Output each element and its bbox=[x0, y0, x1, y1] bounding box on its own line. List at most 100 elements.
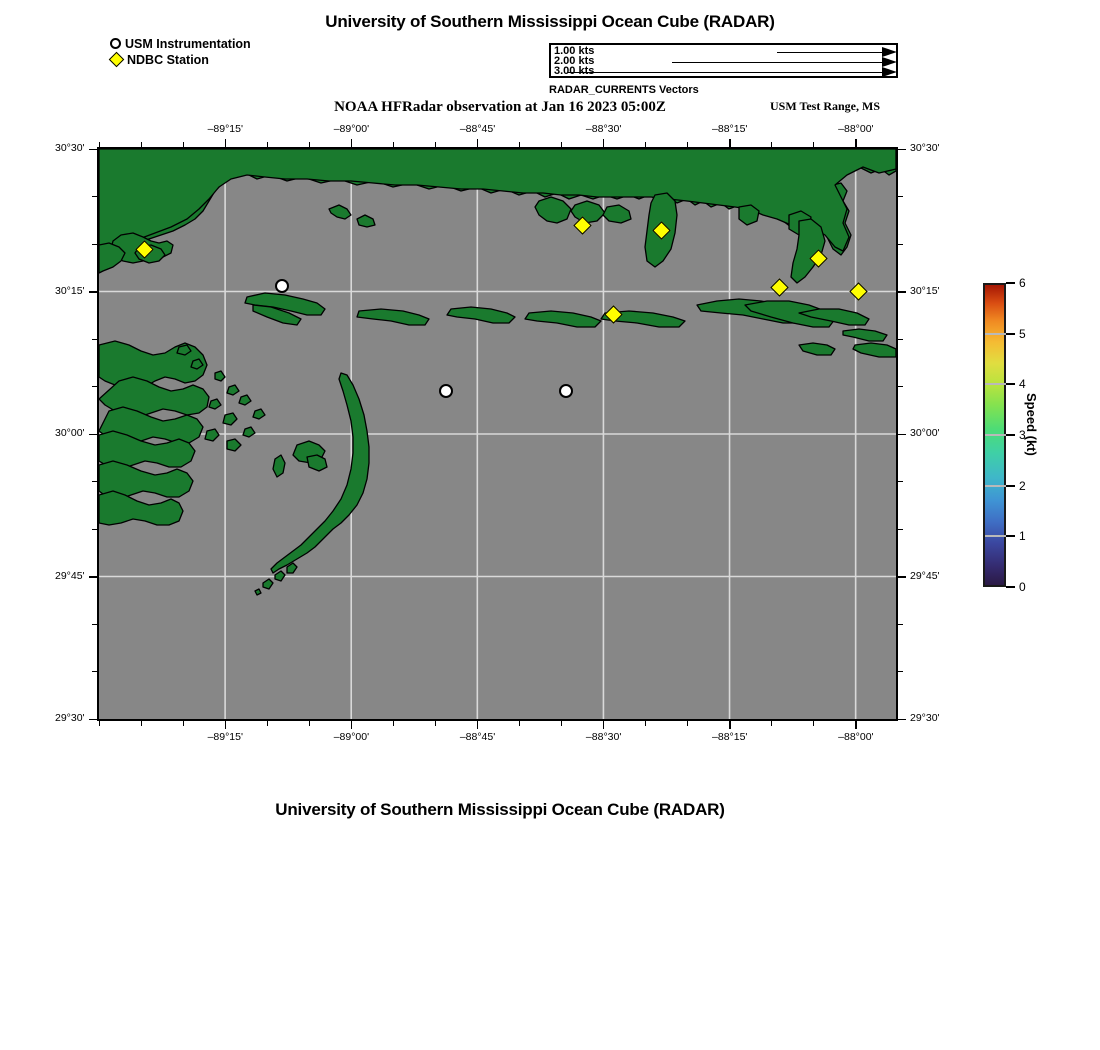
colorbar-tick bbox=[1006, 332, 1015, 335]
legend-label-usm: USM Instrumentation bbox=[125, 36, 251, 51]
tick-latitude-minor-right bbox=[898, 481, 903, 483]
tick-label-longitude-top: –88°45' bbox=[459, 123, 496, 135]
tick-longitude-minor-bottom bbox=[602, 721, 605, 726]
tick-longitude-minor-bottom bbox=[729, 721, 731, 726]
tick-latitude-minor-right bbox=[898, 291, 903, 293]
tick-label-latitude-left: 29°45' bbox=[55, 569, 85, 582]
tick-longitude-minor-top bbox=[476, 142, 478, 147]
tick-longitude-minor-top bbox=[602, 142, 605, 147]
tick-latitude-minor-left bbox=[92, 338, 97, 340]
usm-instrumentation-marker[interactable] bbox=[439, 384, 453, 398]
tick-latitude-minor-left bbox=[92, 481, 97, 483]
tick-label-longitude-top: –89°15' bbox=[207, 123, 243, 135]
tick-longitude-minor-top bbox=[140, 142, 142, 147]
tick-longitude-minor-bottom bbox=[224, 721, 226, 726]
vector-legend-row-2: 2.00 kts bbox=[551, 55, 897, 68]
vector-shaft-2 bbox=[672, 62, 882, 63]
tick-latitude-minor-left bbox=[92, 528, 97, 530]
tick-label-longitude-top: –89°00' bbox=[333, 123, 370, 135]
circle-marker-icon bbox=[110, 38, 121, 49]
usm-instrumentation-marker[interactable] bbox=[275, 279, 289, 293]
colorbar-title: Speed (kt) bbox=[1024, 393, 1039, 456]
tick-latitude-minor-left bbox=[92, 386, 97, 388]
tick-latitude-minor-right bbox=[898, 576, 903, 578]
tick-label-longitude-top: –88°15' bbox=[712, 123, 748, 135]
tick-longitude-minor-top bbox=[224, 142, 226, 147]
tick-longitude-minor-bottom bbox=[434, 721, 436, 726]
map-geometry bbox=[99, 149, 896, 719]
tick-longitude-minor-top bbox=[560, 142, 563, 147]
colorbar-tick-label: 2 bbox=[1019, 478, 1026, 493]
tick-longitude-minor-top bbox=[644, 142, 647, 147]
tick-longitude-minor-top bbox=[350, 142, 352, 147]
tick-latitude-minor-left bbox=[92, 718, 97, 720]
tick-latitude-minor-left bbox=[92, 196, 97, 198]
tick-longitude-minor-bottom bbox=[266, 721, 268, 726]
colorbar-tick bbox=[1006, 282, 1015, 284]
tick-label-longitude-bottom: –88°45' bbox=[459, 731, 496, 743]
map-subtitle: NOAA HFRadar observation at Jan 16 2023 … bbox=[334, 99, 666, 115]
vector-legend-label-3: 3.00 kts bbox=[554, 65, 595, 77]
tick-label-latitude-right: 29°30' bbox=[910, 712, 940, 724]
tick-latitude-minor-right bbox=[898, 528, 903, 530]
vector-legend-label-2: 2.00 kts bbox=[554, 55, 595, 67]
map-canvas[interactable] bbox=[97, 147, 898, 721]
tick-latitude-minor-right bbox=[898, 718, 903, 720]
tick-label-latitude-right: 30°15' bbox=[910, 284, 940, 297]
vector-legend-caption: RADAR_CURRENTS Vectors bbox=[549, 84, 699, 96]
tick-longitude-minor-top bbox=[729, 142, 731, 147]
colorbar-inner-tick bbox=[985, 434, 1008, 436]
tick-label-latitude-left: 29°30' bbox=[55, 712, 85, 724]
tick-longitude-minor-top bbox=[518, 142, 521, 147]
map-gridlines bbox=[99, 149, 896, 719]
tick-label-longitude-bottom: –88°30' bbox=[585, 731, 622, 743]
tick-longitude-minor-top bbox=[266, 142, 268, 147]
tick-label-latitude-left: 30°15' bbox=[55, 284, 85, 297]
colorbar-gradient bbox=[983, 283, 1008, 587]
tick-longitude-minor-bottom bbox=[687, 721, 689, 726]
tick-longitude-minor-bottom bbox=[813, 721, 815, 726]
tick-longitude-minor-top bbox=[855, 142, 857, 147]
tick-label-longitude-bottom: –89°00' bbox=[333, 731, 370, 743]
tick-latitude-minor-left bbox=[92, 623, 97, 625]
tick-longitude-minor-top bbox=[813, 142, 815, 147]
colorbar-tick bbox=[1006, 586, 1015, 588]
legend-label-ndbc: NDBC Station bbox=[127, 52, 209, 67]
tick-longitude-minor-bottom bbox=[560, 721, 563, 726]
vector-arrowhead-2 bbox=[882, 57, 897, 67]
test-range-label: USM Test Range, MS bbox=[770, 99, 881, 113]
colorbar-inner-tick bbox=[985, 535, 1008, 538]
tick-longitude-minor-top bbox=[687, 142, 689, 147]
colorbar-tick bbox=[1006, 535, 1015, 538]
diamond-marker-icon bbox=[108, 51, 125, 68]
footer-title: University of Southern Mississippi Ocean… bbox=[275, 800, 725, 819]
vector-arrowhead-1 bbox=[882, 47, 897, 57]
vector-legend-row-1: 1.00 kts bbox=[551, 46, 897, 58]
tick-longitude-minor-top bbox=[434, 142, 436, 147]
tick-latitude-minor-right bbox=[898, 671, 903, 673]
tick-latitude-minor-right bbox=[898, 386, 903, 388]
tick-longitude-minor-bottom bbox=[140, 721, 142, 726]
tick-latitude-minor-left bbox=[92, 148, 97, 150]
legend-item-usm: USM Instrumentation bbox=[110, 36, 251, 51]
tick-longitude-minor-bottom bbox=[855, 721, 857, 726]
tick-latitude-minor-left bbox=[92, 433, 97, 435]
tick-latitude-minor-right bbox=[898, 196, 903, 198]
colorbar-tick bbox=[1006, 484, 1015, 487]
tick-latitude-minor-left bbox=[92, 671, 97, 673]
vector-shaft-1 bbox=[777, 52, 882, 53]
tick-longitude-minor-top bbox=[392, 142, 394, 147]
colorbar-inner-tick bbox=[985, 332, 1008, 335]
usm-instrumentation-marker[interactable] bbox=[559, 384, 573, 398]
tick-label-latitude-right: 30°30' bbox=[910, 142, 940, 154]
tick-latitude-minor-left bbox=[92, 243, 97, 245]
tick-latitude-minor-right bbox=[898, 338, 903, 340]
colorbar-tick-label: 3 bbox=[1019, 428, 1026, 442]
colorbar-tick bbox=[1006, 434, 1015, 436]
tick-latitude-minor-right bbox=[898, 623, 903, 625]
vector-legend-row-3: 3.00 kts bbox=[551, 65, 897, 78]
tick-label-latitude-left: 30°30' bbox=[55, 142, 85, 154]
tick-longitude-minor-bottom bbox=[644, 721, 647, 726]
colorbar-tick-label: 5 bbox=[1019, 326, 1026, 341]
colorbar-tick-label: 1 bbox=[1019, 529, 1026, 544]
